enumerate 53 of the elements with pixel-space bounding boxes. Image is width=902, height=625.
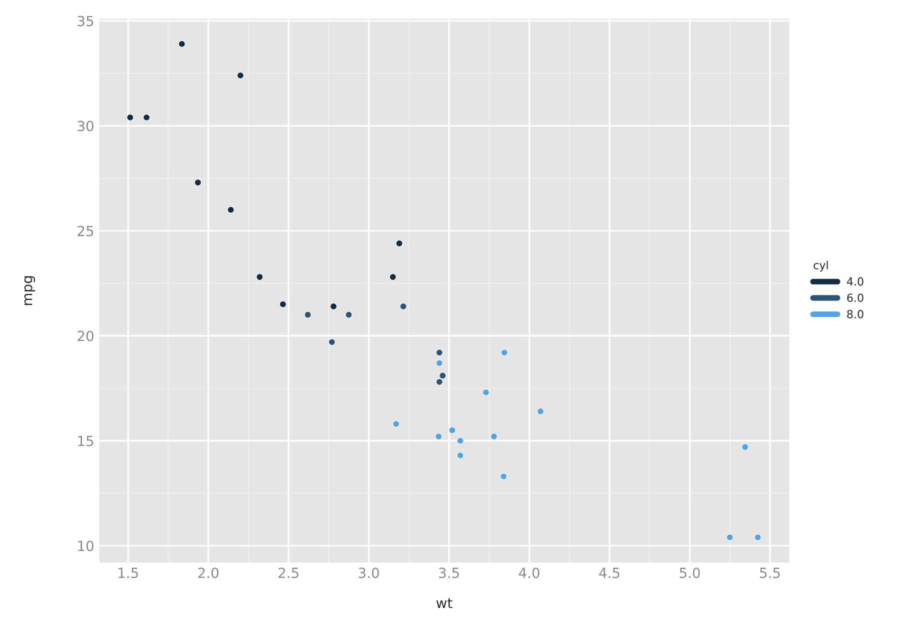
point (126, 114, 134, 121)
x-tick-label: 2.5 (278, 568, 298, 578)
point (178, 40, 186, 48)
legend-title: cyl (814, 260, 828, 272)
point (448, 426, 456, 434)
y-tick-label: 20 (78, 330, 94, 342)
y-tick-label: 30 (78, 120, 94, 132)
point (279, 300, 286, 308)
point (500, 349, 508, 356)
point (328, 338, 336, 346)
point (435, 432, 442, 440)
legend-label: 6.0 (847, 294, 864, 302)
point (456, 452, 464, 459)
point (227, 206, 234, 214)
point (304, 311, 312, 318)
point (742, 443, 749, 451)
point (456, 437, 464, 444)
point (392, 420, 400, 428)
legend-label: 8.0 (847, 310, 864, 318)
point (436, 360, 443, 367)
x-tick-label: 2.0 (198, 568, 218, 578)
legend-label: 4.0 (846, 277, 864, 286)
y-axis-title: mpg (24, 276, 36, 305)
x-tick-label: 3.0 (358, 568, 379, 578)
y-tick-label: 35 (78, 16, 94, 26)
point (439, 372, 446, 380)
point (754, 534, 762, 541)
point (436, 349, 443, 356)
y-tick-label: 10 (78, 540, 94, 552)
point (236, 72, 244, 79)
point (256, 273, 264, 281)
x-axis-title: wt (436, 598, 452, 608)
y-tick-label: 15 (78, 436, 94, 446)
point (536, 408, 544, 415)
point (490, 432, 498, 440)
y-tick-label: 25 (78, 226, 94, 236)
point (345, 311, 352, 318)
point (143, 114, 150, 121)
x-tick-label: 5.0 (680, 568, 700, 578)
point (396, 240, 403, 247)
x-tick-label: 3.5 (439, 568, 459, 578)
point (194, 178, 202, 186)
point (500, 472, 508, 480)
point (330, 302, 338, 310)
point (389, 273, 396, 281)
point (482, 388, 490, 396)
point (400, 302, 407, 310)
x-tick-label: 4.0 (518, 568, 540, 578)
point (436, 378, 443, 386)
x-tick-label: 4.5 (599, 568, 620, 578)
x-tick-label: 5.5 (760, 568, 780, 578)
point (726, 534, 734, 541)
x-tick-label: 1.5 (118, 568, 138, 578)
